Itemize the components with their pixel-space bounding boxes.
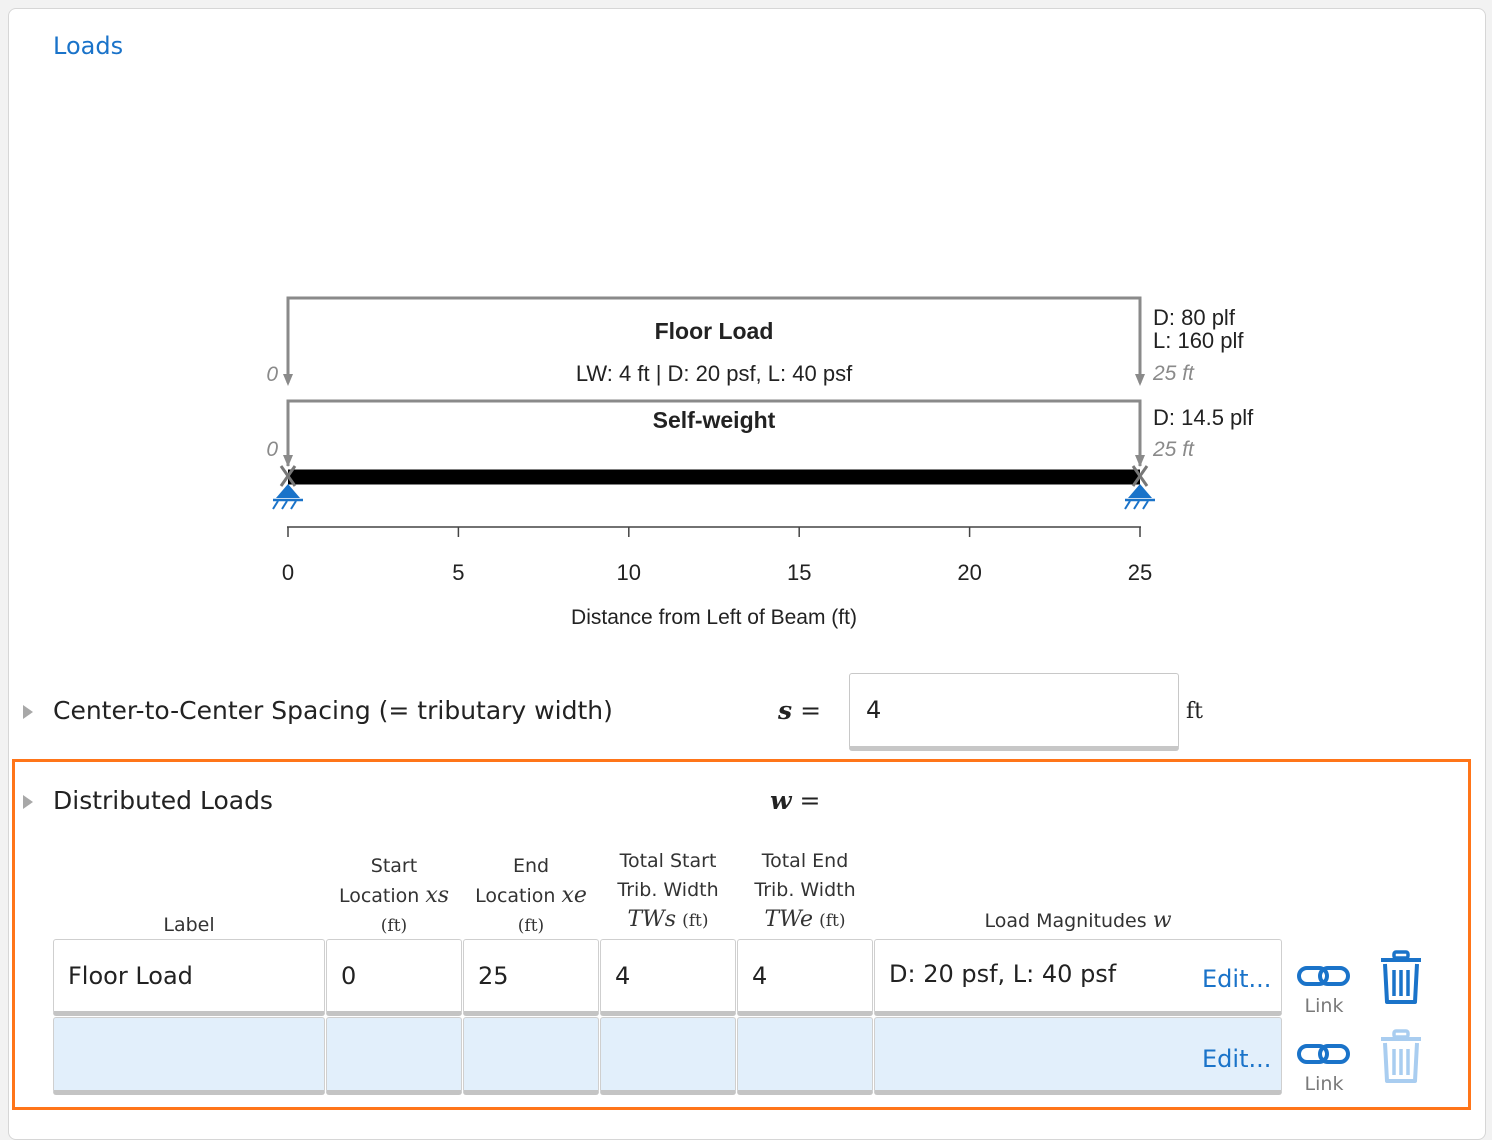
spacing-symbol: s = bbox=[778, 696, 822, 725]
distributed-symbol: w = bbox=[770, 786, 821, 815]
spacing-input[interactable] bbox=[849, 673, 1179, 751]
row-end-trib-width-input[interactable]: 4 bbox=[737, 939, 873, 1016]
trash-icon bbox=[1381, 950, 1421, 1004]
col-header-end-location: End Location xe (ft) bbox=[475, 855, 587, 936]
floor-load-end-dead: D: 80 plf bbox=[1153, 305, 1236, 330]
axis-tick-label: 10 bbox=[617, 560, 641, 585]
section-title[interactable]: Loads bbox=[53, 32, 124, 60]
floor-load-start-value: 0 bbox=[266, 363, 278, 386]
self-weight-title: Self-weight bbox=[653, 407, 776, 433]
new-row-label-input[interactable] bbox=[53, 1017, 325, 1095]
floor-load-end-live: L: 160 plf bbox=[1153, 328, 1244, 353]
trash-icon bbox=[1381, 1029, 1421, 1083]
col-header-start-trib-width: Total Start Trib. Width TWs (ft) bbox=[617, 850, 719, 932]
col-header-end-trib-width: Total End Trib. Width TWe (ft) bbox=[754, 850, 856, 932]
row-end-location-input[interactable]: 25 bbox=[463, 939, 599, 1016]
col-header-label: Label bbox=[163, 914, 215, 936]
axis-tick-label: 20 bbox=[957, 560, 981, 585]
new-row-load-magnitudes-field[interactable] bbox=[874, 1017, 1282, 1095]
axis-tick-label: 25 bbox=[1128, 560, 1152, 585]
floor-load-outline bbox=[286, 296, 1142, 383]
left-pin-support-icon bbox=[272, 484, 303, 510]
self-weight-end-location: 25 ft bbox=[1152, 438, 1195, 461]
beam-load-diagram: Floor Load LW: 4 ft | D: 20 psf, L: 40 p… bbox=[266, 296, 1254, 629]
axis-label: Distance from Left of Beam (ft) bbox=[571, 606, 857, 629]
link-icon bbox=[1297, 1044, 1350, 1064]
col-header-load-magnitudes: Load Magnitudes w bbox=[984, 908, 1172, 933]
row-load-magnitudes-value: D: 20 psf, L: 40 psf bbox=[889, 959, 1117, 988]
distributed-loads-highlight bbox=[12, 759, 1471, 1110]
spacing-expand-toggle-icon[interactable] bbox=[23, 705, 33, 719]
row-start-trib-width-input[interactable]: 4 bbox=[600, 939, 736, 1016]
self-weight-start-arrow bbox=[283, 455, 293, 467]
self-weight-block: Self-weight 0 D: 14.5 plf 25 ft bbox=[266, 399, 1254, 467]
self-weight-outline bbox=[286, 399, 1142, 466]
floor-load-detail: LW: 4 ft | D: 20 psf, L: 40 psf bbox=[576, 361, 853, 386]
axis-tick-label: 15 bbox=[787, 560, 811, 585]
floor-load-block: Floor Load LW: 4 ft | D: 20 psf, L: 40 p… bbox=[266, 296, 1244, 386]
delete-row-button[interactable] bbox=[1378, 950, 1424, 1006]
new-row-start-trib-width-input[interactable] bbox=[600, 1017, 736, 1095]
link-button-label: Link bbox=[1304, 995, 1344, 1017]
row-label-input[interactable]: Floor Load bbox=[53, 939, 325, 1016]
floor-load-start-arrow bbox=[283, 374, 293, 386]
floor-load-end-location: 25 ft bbox=[1152, 362, 1195, 385]
edit-magnitudes-link[interactable]: Edit... bbox=[1202, 965, 1272, 993]
floor-load-title: Floor Load bbox=[655, 318, 774, 344]
row-start-location-input[interactable]: 0 bbox=[326, 939, 462, 1016]
spacing-label: Center-to-Center Spacing (= tributary wi… bbox=[53, 696, 613, 725]
new-row-link-button[interactable]: Link bbox=[1296, 1040, 1352, 1100]
new-row-edit-magnitudes-link[interactable]: Edit... bbox=[1202, 1045, 1272, 1073]
self-weight-end-dead: D: 14.5 plf bbox=[1153, 405, 1254, 430]
link-button[interactable]: Link bbox=[1296, 962, 1352, 1022]
distributed-expand-toggle-icon[interactable] bbox=[23, 795, 33, 809]
new-row-end-location-input[interactable] bbox=[463, 1017, 599, 1095]
self-weight-start-value: 0 bbox=[266, 438, 278, 461]
link-icon bbox=[1297, 966, 1350, 986]
col-header-start-location: Start Location xs (ft) bbox=[338, 855, 450, 936]
axis-tick-label: 5 bbox=[452, 560, 464, 585]
row-load-magnitudes-field[interactable]: D: 20 psf, L: 40 psf bbox=[874, 939, 1282, 1016]
self-weight-end-arrow bbox=[1135, 455, 1145, 467]
left-support-marker bbox=[279, 465, 297, 487]
right-support-marker bbox=[1131, 465, 1149, 487]
new-row-link-button-label: Link bbox=[1304, 1073, 1344, 1095]
distance-axis: 0 5 10 15 20 25 Distance from Left of Beam (f… bbox=[282, 526, 1152, 629]
new-row-start-location-input[interactable] bbox=[326, 1017, 462, 1095]
distributed-loads-label: Distributed Loads bbox=[53, 786, 273, 815]
right-pin-support-icon bbox=[1124, 484, 1155, 510]
new-row-end-trib-width-input[interactable] bbox=[737, 1017, 873, 1095]
spacing-unit: ft bbox=[1186, 699, 1203, 724]
floor-load-end-arrow bbox=[1135, 374, 1145, 386]
axis-tick-label: 0 bbox=[282, 560, 294, 585]
new-row-delete-button[interactable] bbox=[1378, 1029, 1424, 1085]
